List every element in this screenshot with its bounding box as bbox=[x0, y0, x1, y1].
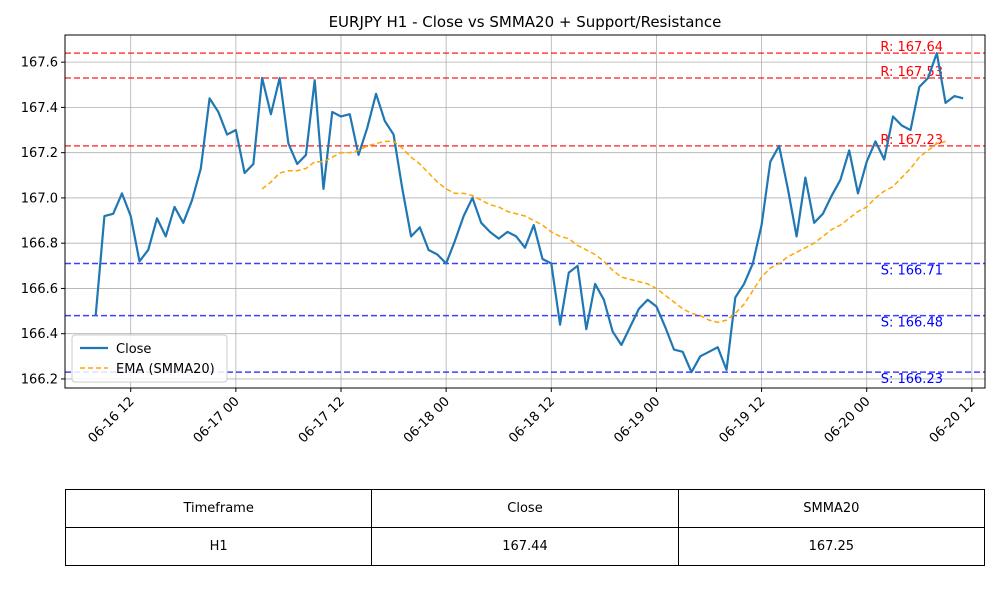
series bbox=[94, 51, 964, 374]
x-tick-label: 06-20 00 bbox=[822, 394, 874, 446]
resistance-label: R: 167.23 bbox=[880, 133, 943, 148]
y-tick-label: 166.2 bbox=[21, 372, 58, 387]
table-row: H1 167.44 167.25 bbox=[64, 527, 986, 566]
y-tick-label: 166.6 bbox=[21, 282, 58, 297]
support-label: S: 166.48 bbox=[881, 316, 943, 331]
table-header-row: Timeframe Close SMMA20 bbox=[64, 489, 986, 528]
x-tick-label: 06-17 00 bbox=[191, 394, 243, 446]
x-tick-label: 06-20 12 bbox=[927, 394, 979, 446]
grid bbox=[65, 35, 985, 388]
y-tick-label: 166.8 bbox=[21, 237, 58, 252]
table-cell: 167.44 bbox=[371, 527, 679, 566]
support-label: S: 166.71 bbox=[881, 264, 943, 279]
x-tick-label: 06-18 00 bbox=[401, 394, 453, 446]
table-header-cell: Timeframe bbox=[64, 489, 373, 528]
y-tick-label: 166.4 bbox=[21, 327, 58, 342]
x-tick-label: 06-19 00 bbox=[611, 394, 663, 446]
legend-close-label: Close bbox=[116, 342, 151, 357]
x-tick-label: 06-17 12 bbox=[296, 394, 348, 446]
legend-box bbox=[71, 334, 228, 383]
chart-title: EURJPY H1 - Close vs SMMA20 + Support/Re… bbox=[329, 13, 722, 31]
y-tick-label: 167.4 bbox=[21, 101, 58, 116]
smma20-line bbox=[261, 140, 946, 324]
plot-frame bbox=[64, 34, 986, 389]
y-tick-label: 167.0 bbox=[21, 191, 58, 206]
y-tick-label: 167.6 bbox=[21, 56, 58, 71]
chart: EURJPY H1 - Close vs SMMA20 + Support/Re… bbox=[21, 13, 986, 446]
legend-smma-label: EMA (SMMA20) bbox=[116, 362, 215, 377]
table-cell: 167.25 bbox=[677, 527, 986, 566]
y-tick-label: 167.2 bbox=[21, 146, 58, 161]
table-header-cell: Close bbox=[371, 489, 679, 528]
summary-table: Timeframe Close SMMA20 H1 167.44 167.25 bbox=[64, 489, 986, 566]
table-header-cell: SMMA20 bbox=[677, 489, 986, 528]
table-cell: H1 bbox=[64, 527, 373, 566]
legend: Close EMA (SMMA20) bbox=[71, 334, 228, 383]
resistance-label: R: 167.64 bbox=[880, 40, 943, 55]
x-tick-label: 06-16 12 bbox=[86, 394, 138, 446]
x-tick-label: 06-18 12 bbox=[506, 394, 558, 446]
resistance-label: R: 167.53 bbox=[880, 65, 943, 80]
support-label: S: 166.23 bbox=[881, 372, 943, 387]
close-price-line bbox=[94, 51, 964, 374]
x-tick-label: 06-19 12 bbox=[716, 394, 768, 446]
